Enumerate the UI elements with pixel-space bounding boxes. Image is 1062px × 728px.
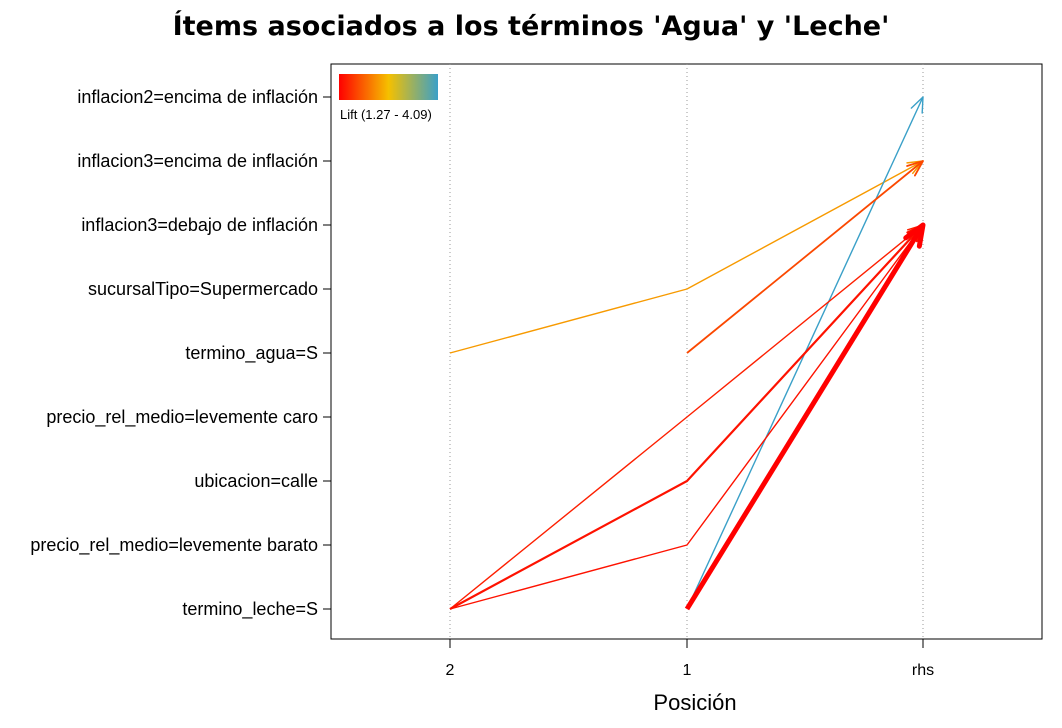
grid-lines	[449, 64, 924, 639]
y-tick-label: precio_rel_medio=levemente barato	[30, 535, 318, 556]
y-tick-label: precio_rel_medio=levemente caro	[46, 407, 318, 428]
y-tick-label: inflacion2=encima de inflación	[77, 87, 318, 107]
x-tick-label: 1	[683, 662, 692, 679]
rule-line	[684, 222, 926, 611]
rule-lines	[449, 96, 926, 611]
x-axis-ticks: 2 1 rhs	[446, 639, 934, 679]
legend: Lift (1.27 - 4.09)	[339, 74, 438, 122]
x-tick-label: rhs	[912, 662, 934, 679]
x-tick-label: 2	[446, 662, 455, 679]
y-tick-label: inflacion3=debajo de inflación	[81, 215, 318, 235]
y-tick-label: sucursalTipo=Supermercado	[88, 279, 318, 299]
rule-line	[449, 224, 924, 610]
legend-label: Lift (1.27 - 4.09)	[340, 107, 432, 122]
y-tick-label: termino_agua=S	[185, 343, 318, 364]
y-tick-label: ubicacion=calle	[194, 471, 318, 491]
chart-title: Ítems asociados a los términos 'Agua' y …	[173, 10, 890, 42]
y-tick-label: termino_leche=S	[182, 599, 318, 620]
rule-line	[686, 160, 924, 354]
y-axis-labels: inflacion2=encima de inflación inflacion3…	[30, 87, 331, 620]
y-tick-label: inflacion3=encima de inflación	[77, 151, 318, 171]
legend-color-bar	[339, 74, 438, 100]
x-axis-label: Posición	[653, 690, 736, 715]
